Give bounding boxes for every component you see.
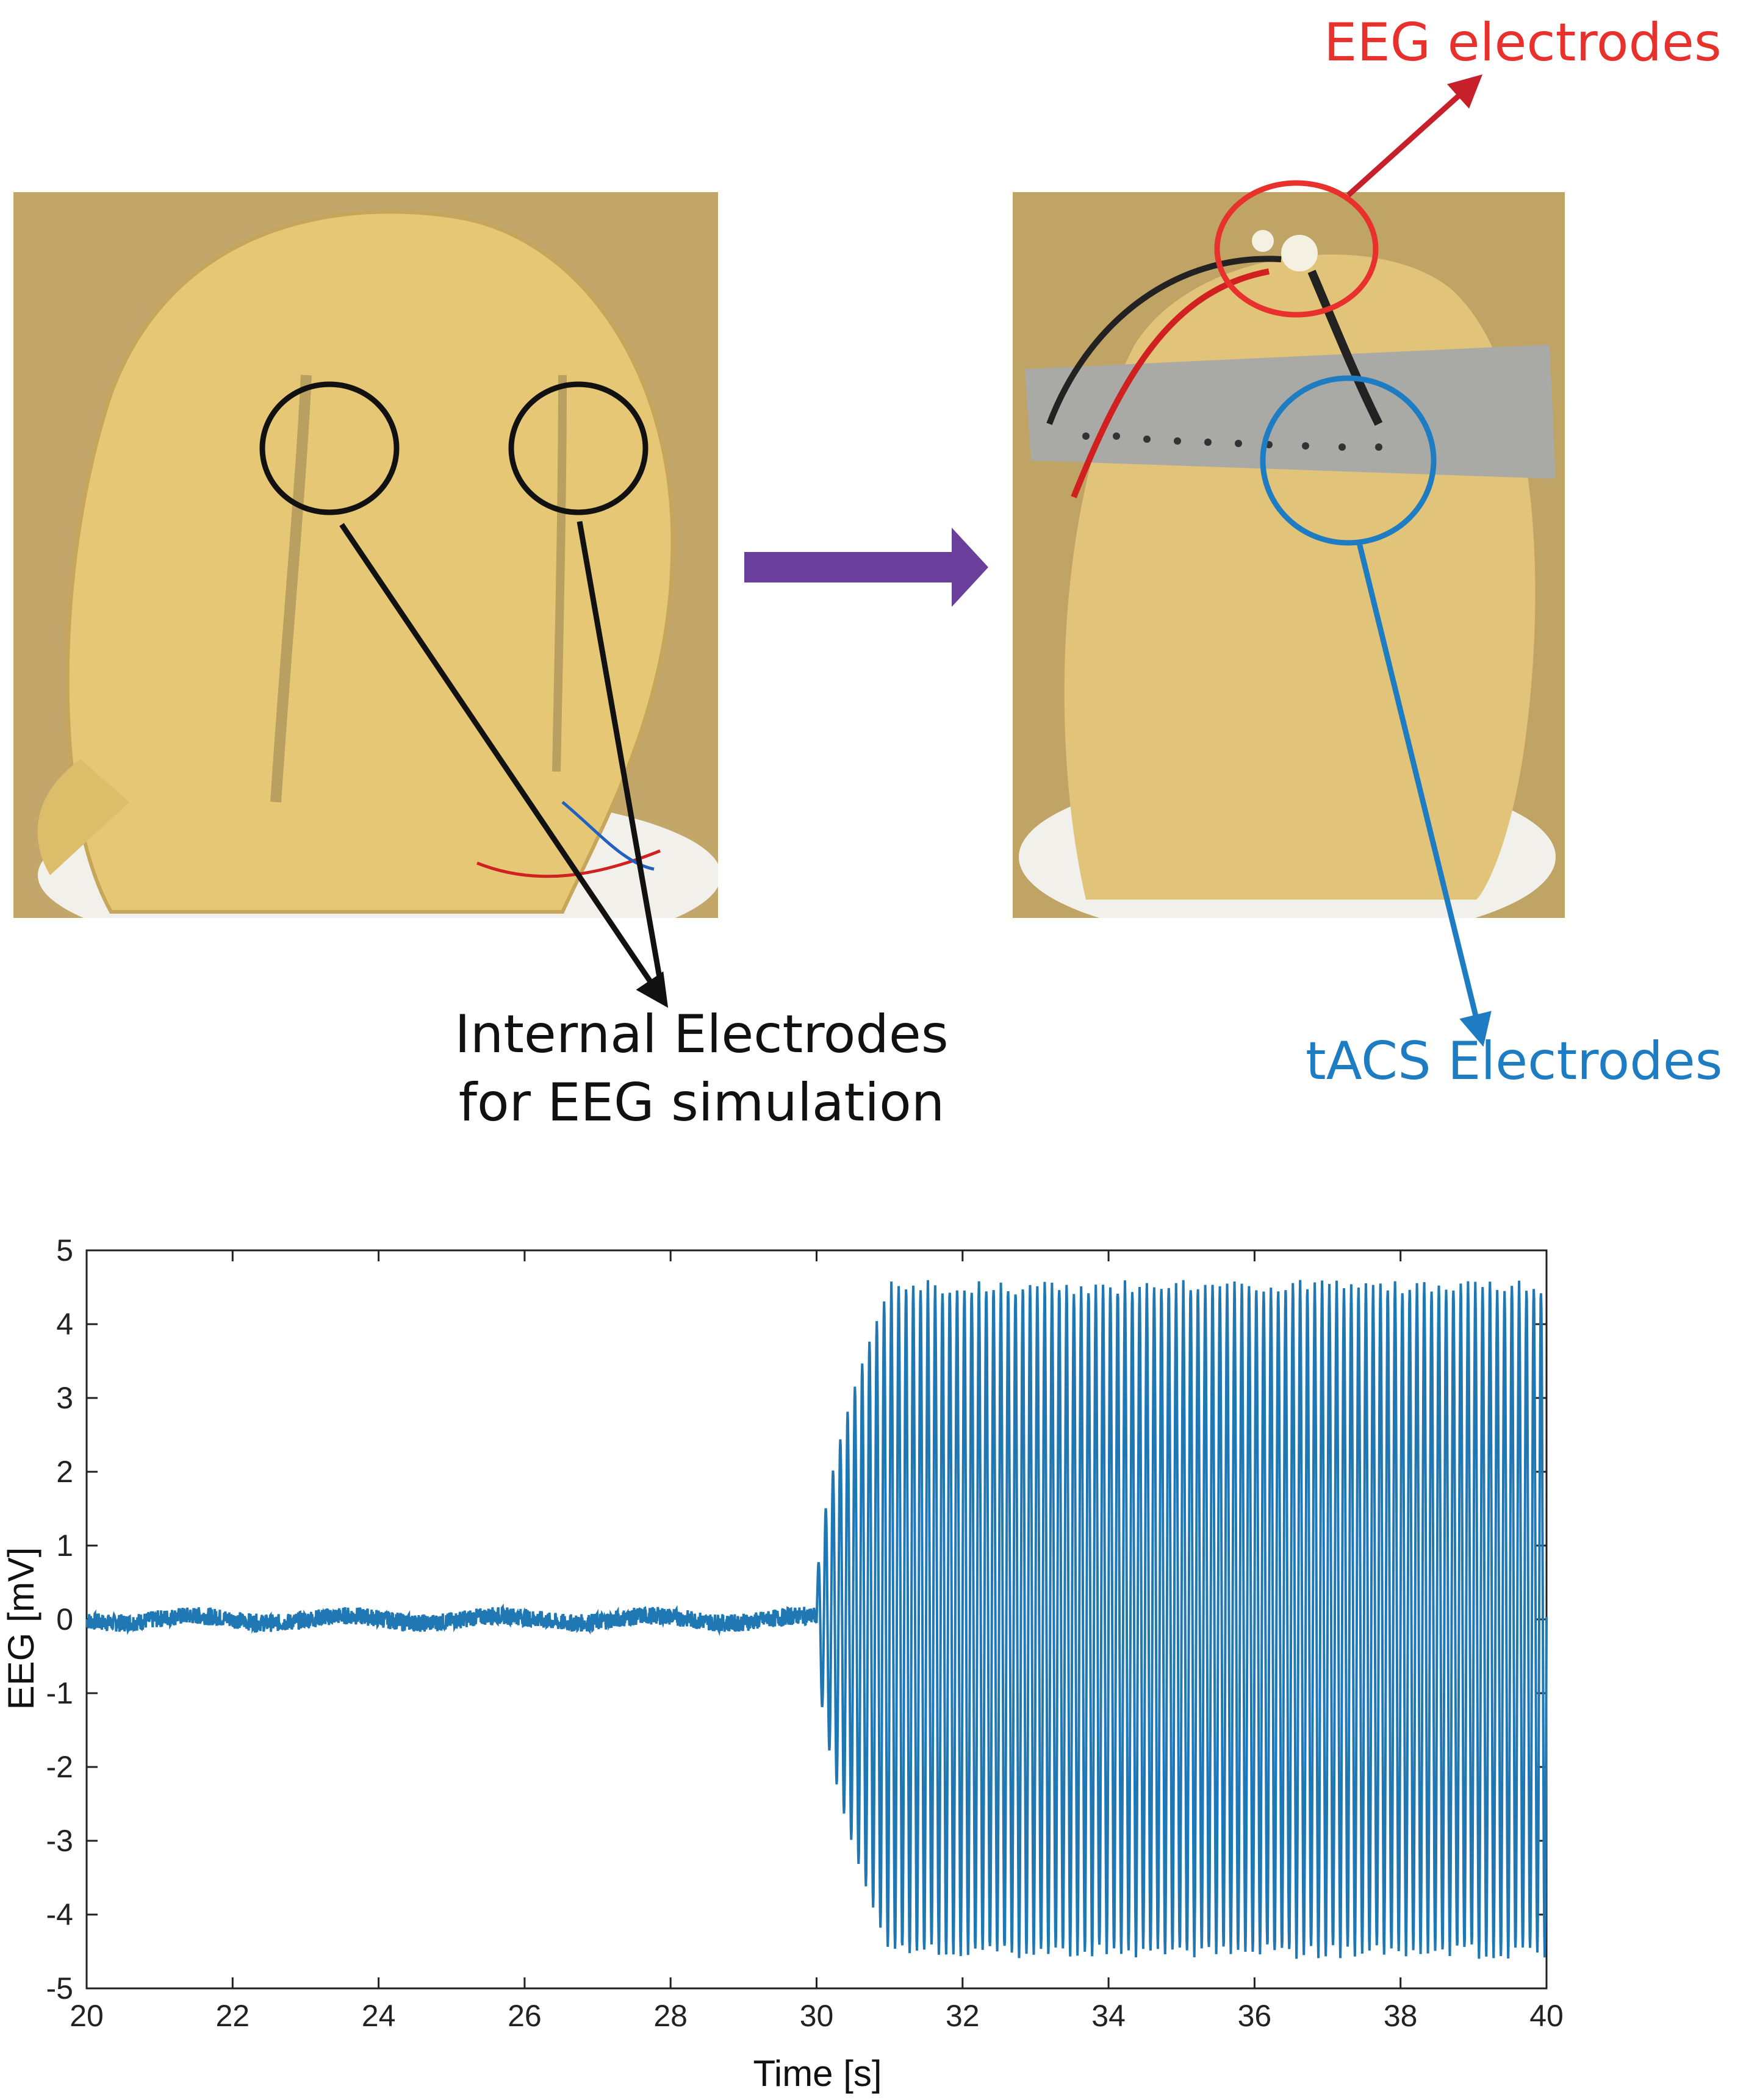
tacs-electrodes-label: tACS Electrodes <box>1306 1031 1723 1092</box>
internal-label-line2: for EEG simulation <box>458 1072 945 1133</box>
internal-electrode-circle-right <box>508 381 648 515</box>
phantom-head-photo-left <box>13 192 718 918</box>
y-axis-label: EEG [mV] <box>1 1547 41 1710</box>
internal-label-line1: Internal Electrodes <box>454 1004 949 1065</box>
x-tick-label: 34 <box>1091 1999 1126 2033</box>
x-tick-label: 28 <box>653 1999 688 2033</box>
tacs-pointer <box>1356 542 1492 1047</box>
transition-arrow <box>744 528 988 607</box>
x-tick-label: 32 <box>946 1999 980 2033</box>
x-tick-label: 20 <box>70 1999 104 2033</box>
tacs-electrode-circle <box>1260 375 1437 546</box>
eeg-electrode-circle <box>1214 180 1379 318</box>
y-tick-label: -4 <box>46 1898 73 1932</box>
eeg-pointer <box>1346 74 1483 198</box>
x-tick-label: 24 <box>362 1999 396 2033</box>
y-tick-label: -3 <box>46 1824 73 1858</box>
y-tick-label: -2 <box>46 1750 73 1784</box>
y-tick-label: -5 <box>46 1971 73 2005</box>
x-tick-label: 30 <box>800 1999 834 2033</box>
y-tick-label: 1 <box>56 1528 73 1563</box>
internal-pointer-right <box>577 521 665 992</box>
x-tick-label: 40 <box>1529 1999 1564 2033</box>
internal-electrodes-label: Internal Electrodes for EEG simulation <box>427 1000 976 1137</box>
x-tick-label: 36 <box>1238 1999 1272 2033</box>
internal-pointer-left <box>339 523 669 1008</box>
y-tick-label: 4 <box>56 1307 73 1341</box>
y-tick-label: -1 <box>46 1676 73 1710</box>
eeg-electrodes-label: EEG electrodes <box>1324 12 1722 73</box>
x-tick-label: 22 <box>215 1999 250 2033</box>
y-tick-label: 0 <box>56 1602 73 1636</box>
x-axis-label: Time [s] <box>753 2053 882 2094</box>
y-tick-label: 3 <box>56 1381 73 1415</box>
phantom-head-illustration <box>13 192 718 918</box>
y-tick-label: 2 <box>56 1455 73 1489</box>
annotation-overlay <box>259 74 1492 1047</box>
eeg-signal-line <box>85 1280 1548 1959</box>
x-tick-label: 38 <box>1384 1999 1418 2033</box>
y-tick-label: 5 <box>56 1233 73 1267</box>
x-tick-label: 26 <box>508 1999 542 2033</box>
internal-electrode-circle-left <box>259 381 400 515</box>
